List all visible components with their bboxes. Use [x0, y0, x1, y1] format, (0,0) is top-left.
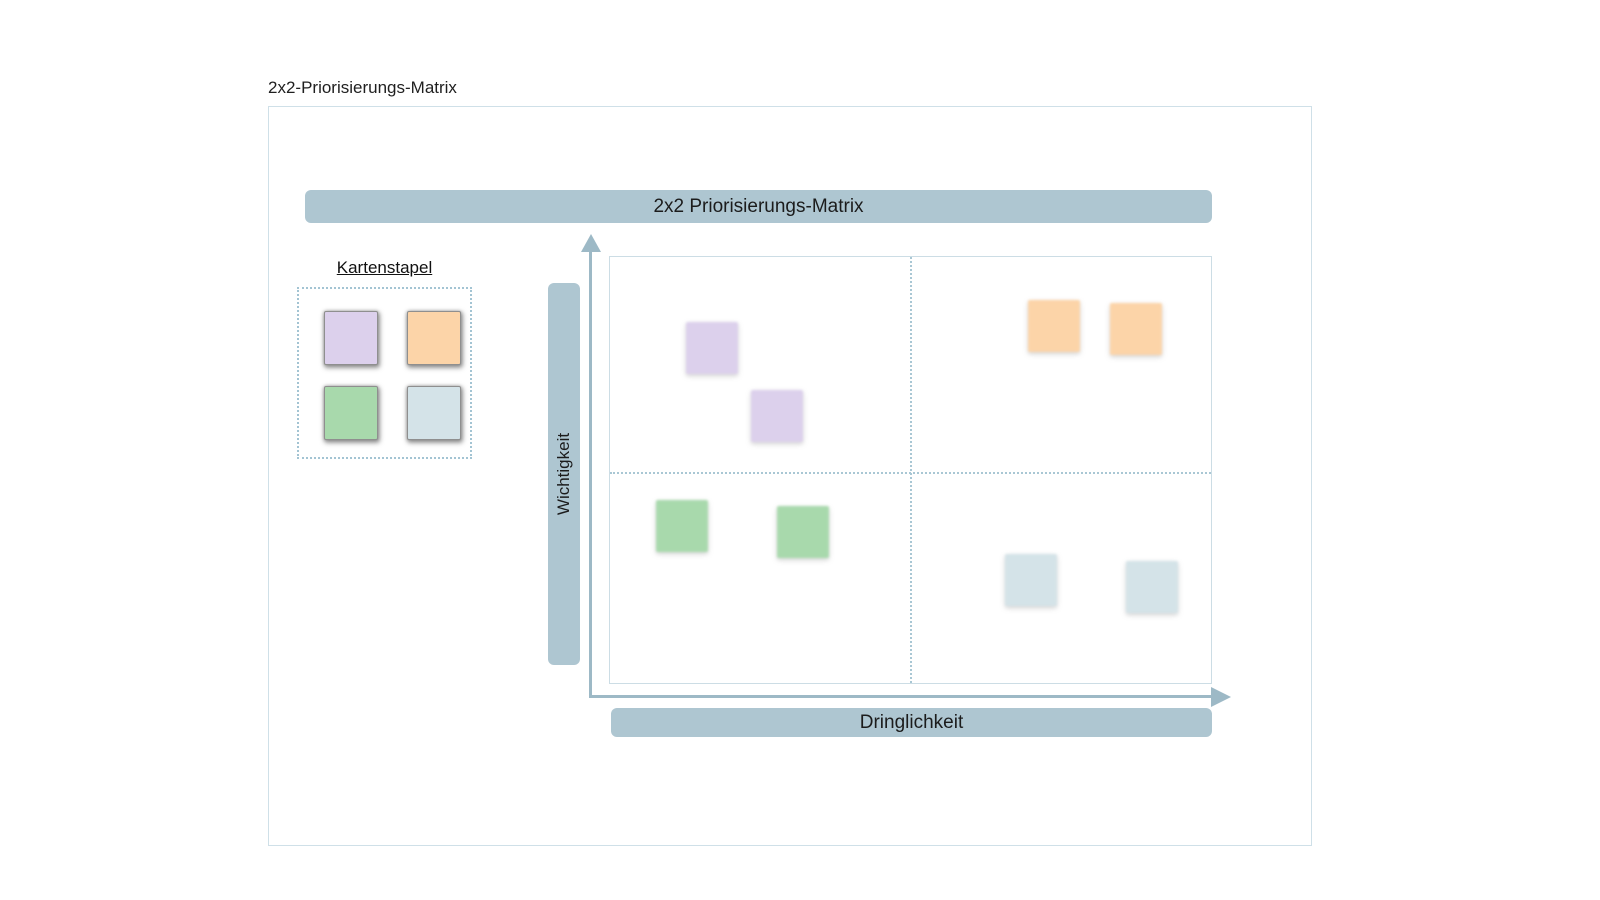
- card-stack-container: [297, 287, 472, 459]
- matrix-header-bar: 2x2 Priorisierungs-Matrix: [305, 190, 1212, 223]
- matrix-vertical-divider: [910, 257, 912, 683]
- sticky-note-blue[interactable]: [1126, 561, 1178, 613]
- card-stack-label: Kartenstapel: [336, 258, 433, 277]
- sticky-note-blue[interactable]: [1005, 554, 1057, 606]
- matrix-horizontal-divider: [610, 472, 1211, 474]
- y-axis-label: Wichtigkeit: [554, 432, 573, 516]
- up-arrowhead-icon: [581, 234, 601, 252]
- x-axis-line: [589, 695, 1215, 698]
- sticky-note-orange[interactable]: [1110, 303, 1162, 355]
- x-axis-bar: Dringlichkeit: [611, 708, 1212, 737]
- stack-card-orange[interactable]: [407, 311, 461, 365]
- right-arrowhead-icon: [1211, 687, 1231, 707]
- sticky-note-green[interactable]: [777, 506, 829, 558]
- sticky-note-orange[interactable]: [1028, 300, 1080, 352]
- sticky-note-purple[interactable]: [751, 390, 803, 442]
- stack-card-blue[interactable]: [407, 386, 461, 440]
- y-axis-bar: Wichtigkeit: [548, 283, 580, 665]
- stack-card-purple[interactable]: [324, 311, 378, 365]
- sticky-note-purple[interactable]: [686, 322, 738, 374]
- sticky-note-green[interactable]: [656, 500, 708, 552]
- y-axis-line: [589, 250, 592, 698]
- stack-card-green[interactable]: [324, 386, 378, 440]
- page-title: 2x2-Priorisierungs-Matrix: [268, 78, 457, 97]
